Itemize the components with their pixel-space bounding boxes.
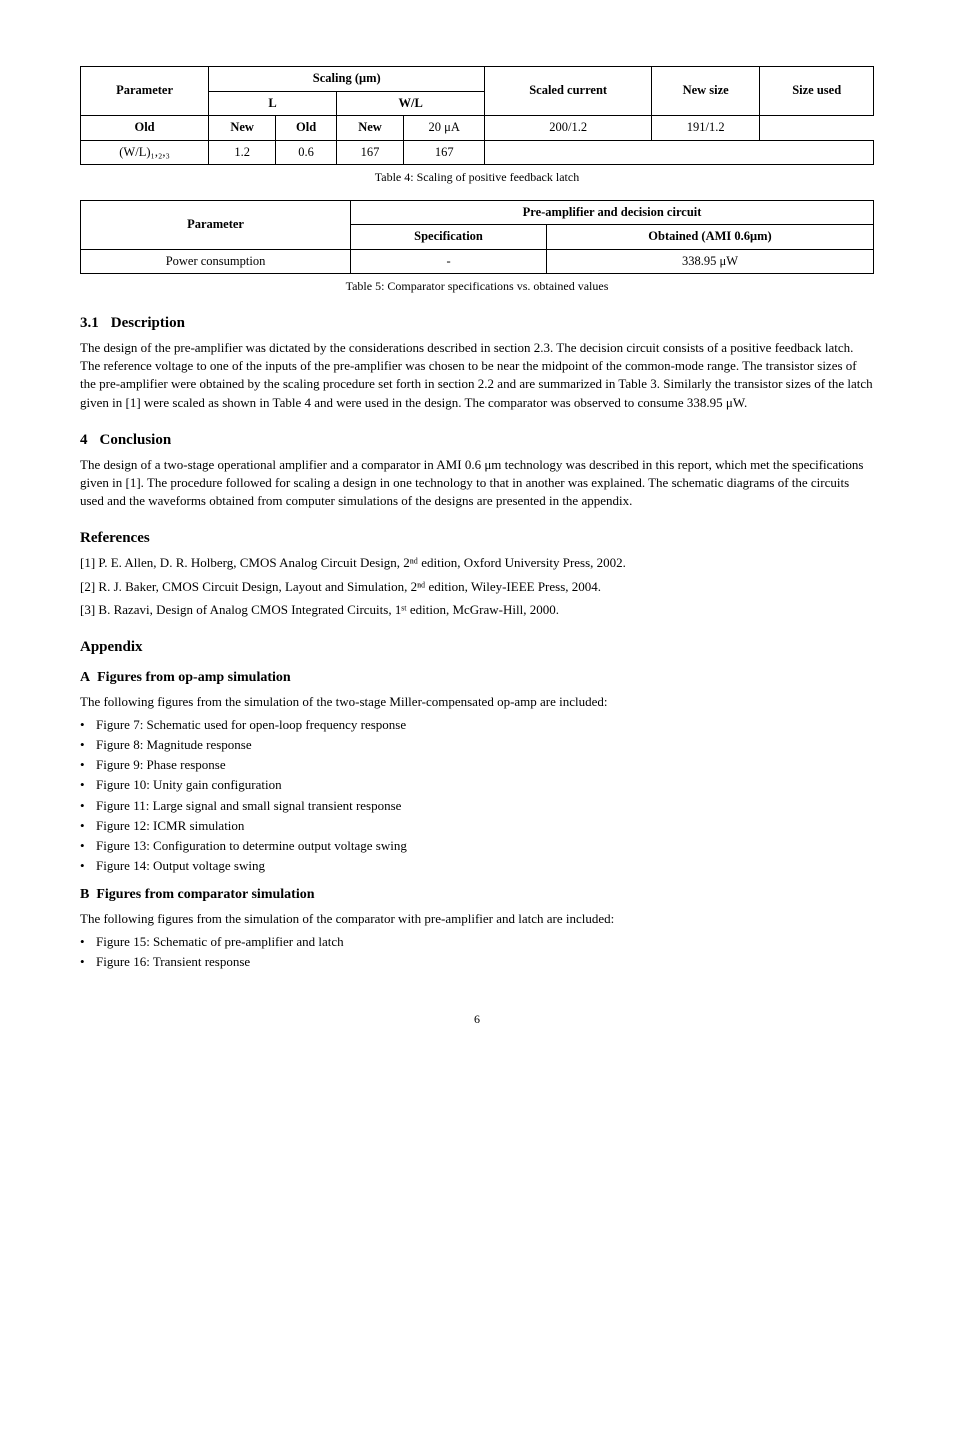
t4-cell-wl-old: 167 — [336, 140, 403, 165]
list-item: Figure 14: Output voltage swing — [96, 857, 265, 875]
page-number: 6 — [80, 1011, 874, 1028]
t4-h-scaled-current: Scaled current — [485, 67, 652, 116]
t4-cell-wl-new: 167 — [404, 140, 485, 165]
list-appendix-a: •Figure 7: Schematic used for open-loop … — [80, 716, 874, 876]
t4-h-l-old: Old — [81, 116, 209, 141]
t4-h-size-used: Size used — [760, 67, 874, 116]
t4-row-label: (W/L)₁,₂,₃ — [81, 140, 209, 165]
list-item: Figure 16: Transient response — [96, 953, 250, 971]
t4-h-scaling: Scaling (μm) — [209, 67, 485, 92]
heading-appendix-a: A Figures from op-amp simulation — [80, 668, 874, 688]
list-item: Figure 8: Magnitude response — [96, 736, 252, 754]
table-scaling-latch: Parameter Scaling (μm) Scaled current Ne… — [80, 66, 874, 165]
para-appendix-a: The following figures from the simulatio… — [80, 693, 874, 711]
list-item: Figure 10: Unity gain configuration — [96, 776, 282, 794]
table-comparator-specs: Parameter Pre-amplifier and decision cir… — [80, 200, 874, 275]
list-item: Figure 9: Phase response — [96, 756, 226, 774]
list-item: Figure 12: ICMR simulation — [96, 817, 244, 835]
heading-references: References — [80, 528, 874, 549]
t5-row-label: Power consumption — [81, 249, 351, 274]
t4-h-wl-old: Old — [276, 116, 337, 141]
t5-h-parameter: Parameter — [81, 200, 351, 249]
t4-h-sub-wl: W/L — [336, 91, 484, 116]
ref-1: [1] P. E. Allen, D. R. Holberg, CMOS Ana… — [80, 554, 874, 572]
t4-h-l-new: New — [209, 116, 276, 141]
list-item: Figure 15: Schematic of pre-amplifier an… — [96, 933, 344, 951]
ref-2: [2] R. J. Baker, CMOS Circuit Design, La… — [80, 578, 874, 596]
table4-caption: Table 4: Scaling of positive feedback la… — [80, 169, 874, 186]
list-item: Figure 7: Schematic used for open-loop f… — [96, 716, 406, 734]
t4-cell-empty — [485, 140, 874, 165]
t5-h-obtained: Obtained (AMI 0.6μm) — [547, 225, 874, 250]
heading-appendix-b: B Figures from comparator simulation — [80, 885, 874, 905]
t4-h-new-size: New size — [651, 67, 759, 116]
table5-caption: Table 5: Comparator specifications vs. o… — [80, 278, 874, 295]
t5-h-spec: Specification — [351, 225, 547, 250]
para-appendix-b: The following figures from the simulatio… — [80, 910, 874, 928]
list-appendix-b: •Figure 15: Schematic of pre-amplifier a… — [80, 933, 874, 971]
t4-cell-new-size: 200/1.2 — [485, 116, 652, 141]
heading-3-1: 3.1Description — [80, 313, 874, 334]
t5-cell-spec: - — [351, 249, 547, 274]
ref-3: [3] B. Razavi, Design of Analog CMOS Int… — [80, 601, 874, 619]
list-item: Figure 13: Configuration to determine ou… — [96, 837, 407, 855]
para-4: The design of a two-stage operational am… — [80, 456, 874, 511]
t5-cell-obtained: 338.95 μW — [547, 249, 874, 274]
t5-h-preamp: Pre-amplifier and decision circuit — [351, 200, 874, 225]
heading-appendix: Appendix — [80, 637, 874, 658]
t4-cell-l-new: 0.6 — [276, 140, 337, 165]
heading-4: 4Conclusion — [80, 430, 874, 451]
t4-cell-scaled-current: 20 μA — [404, 116, 485, 141]
list-item: Figure 11: Large signal and small signal… — [96, 797, 401, 815]
para-3-1: The design of the pre-amplifier was dict… — [80, 339, 874, 412]
t4-h-parameter: Parameter — [81, 67, 209, 116]
t4-h-wl-new: New — [336, 116, 403, 141]
t4-h-sub-l: L — [209, 91, 337, 116]
t4-cell-size-used: 191/1.2 — [651, 116, 759, 141]
t4-cell-l-old: 1.2 — [209, 140, 276, 165]
